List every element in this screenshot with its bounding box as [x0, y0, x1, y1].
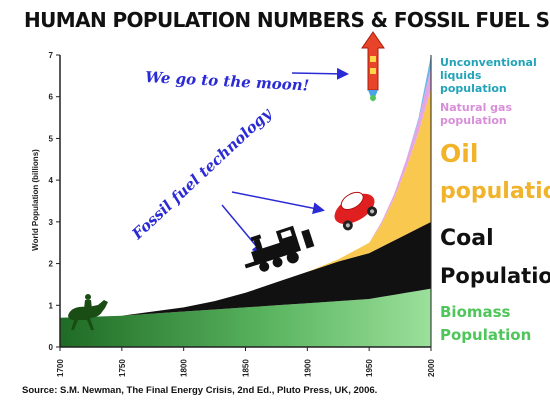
y-tick-label: 1: [49, 301, 54, 310]
plot-area: [60, 55, 431, 347]
legend: Unconventional liquids population Natura…: [440, 56, 550, 344]
car-icon: [334, 191, 378, 231]
y-tick-label: 5: [49, 134, 54, 143]
horse-rider-icon: [68, 294, 108, 330]
series-oil-area: [60, 88, 431, 318]
y-tick-label: 6: [49, 93, 54, 102]
x-tick-label: 1950: [365, 359, 374, 377]
legend-unconventional-3: population: [440, 82, 507, 95]
chart-title: HUMAN POPULATION NUMBERS & FOSSIL FUEL S…: [24, 8, 550, 32]
legend-biomass-2: Population: [440, 326, 531, 344]
y-tick-label: 2: [49, 260, 54, 269]
y-tick-label: 3: [49, 218, 54, 227]
y-tick-label: 0: [49, 343, 54, 352]
legend-oil-2: population: [440, 179, 550, 204]
y-tick-label: 7: [49, 51, 54, 60]
x-tick-label: 1700: [56, 359, 65, 377]
legend-coal: Coal: [440, 226, 494, 251]
steam-train-icon: [244, 225, 315, 272]
legend-natural-gas: Natural gas: [440, 101, 512, 114]
series-coal-area: [60, 221, 431, 318]
axes: 0 1 2 3 4 5 6 7 1700 1750 1800 1850 1900 1950 2000 Worl…: [31, 51, 436, 377]
annotation-fossil-arrow-car: [231, 191, 325, 215]
legend-unconventional: Unconventional: [440, 56, 537, 69]
source-citation: Source: S.M. Newman, The Final Energy Cr…: [22, 385, 377, 396]
x-tick-label: 1800: [180, 359, 189, 377]
x-tick-label: 2000: [427, 359, 436, 377]
legend-coal-2: Population: [440, 264, 550, 288]
x-tick-label: 1750: [118, 359, 127, 377]
legend-natural-gas-2: population: [440, 114, 507, 127]
x-tick-label: 1900: [303, 359, 312, 377]
annotation-moon-arrow: [291, 67, 349, 80]
y-tick-label: 4: [49, 176, 54, 185]
legend-unconventional-2: liquids: [440, 69, 482, 82]
rocket-icon: [361, 31, 385, 102]
legend-oil: Oil: [440, 139, 478, 168]
annotation-fossil: Fossil fuel technology: [128, 104, 276, 244]
y-axis-label: World Population (billions): [31, 149, 40, 251]
annotation-moon: We go to the moon!: [145, 68, 310, 95]
series-biomass-area: [60, 288, 431, 347]
x-tick-label: 1850: [242, 359, 251, 377]
legend-biomass: Biomass: [440, 303, 511, 321]
